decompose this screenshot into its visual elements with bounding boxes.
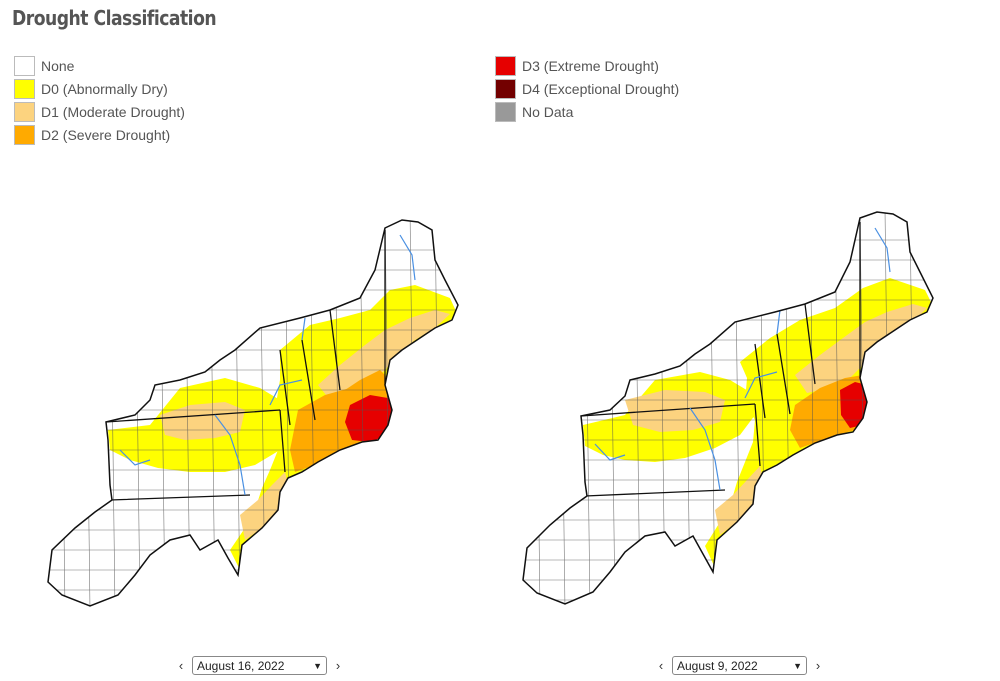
legend-swatch [14,124,35,145]
date-select[interactable]: August 9, 2022 ▼ [672,656,807,675]
legend-item-d0: D0 (Abnormally Dry) [14,77,185,100]
legend-right: D3 (Extreme Drought) D4 (Exceptional Dro… [495,54,679,123]
chevron-right-icon[interactable]: › [335,658,341,673]
legend-item-no-data: No Data [495,100,679,123]
drought-map-current [40,210,460,610]
legend-swatch [495,55,516,76]
legend-swatch [495,101,516,122]
drought-map-previous [515,210,935,610]
legend-label: D4 (Exceptional Drought) [522,80,680,97]
legend-swatch [495,78,516,99]
page-title: Drought Classification [12,6,217,30]
legend-label: None [41,57,75,74]
legend-swatch [14,78,35,99]
legend-label: D2 (Severe Drought) [41,126,171,143]
chevron-left-icon[interactable]: ‹ [658,658,664,673]
date-select[interactable]: August 16, 2022 ▼ [192,656,327,675]
legend-item-d4: D4 (Exceptional Drought) [495,77,679,100]
date-nav-previous: ‹ August 9, 2022 ▼ › [654,656,825,675]
legend-item-d1: D1 (Moderate Drought) [14,100,185,123]
legend-swatch [14,101,35,122]
legend-item-d3: D3 (Extreme Drought) [495,54,679,77]
northeast-drought-map [47,219,459,607]
legend-label: D1 (Moderate Drought) [41,103,185,120]
chevron-left-icon[interactable]: ‹ [178,658,184,673]
chevron-down-icon: ▼ [793,660,802,671]
legend-left: None D0 (Abnormally Dry) D1 (Moderate Dr… [14,54,185,146]
legend-label: D0 (Abnormally Dry) [41,80,168,97]
northeast-drought-map [522,211,934,605]
legend-swatch [14,55,35,76]
legend-label: D3 (Extreme Drought) [522,57,659,74]
date-nav-current: ‹ August 16, 2022 ▼ › [174,656,345,675]
date-select-value: August 16, 2022 [197,658,285,673]
date-select-value: August 9, 2022 [677,658,758,673]
legend-item-none: None [14,54,185,77]
chevron-down-icon: ▼ [313,660,322,671]
legend-item-d2: D2 (Severe Drought) [14,123,185,146]
legend-label: No Data [522,103,574,120]
chevron-right-icon[interactable]: › [815,658,821,673]
